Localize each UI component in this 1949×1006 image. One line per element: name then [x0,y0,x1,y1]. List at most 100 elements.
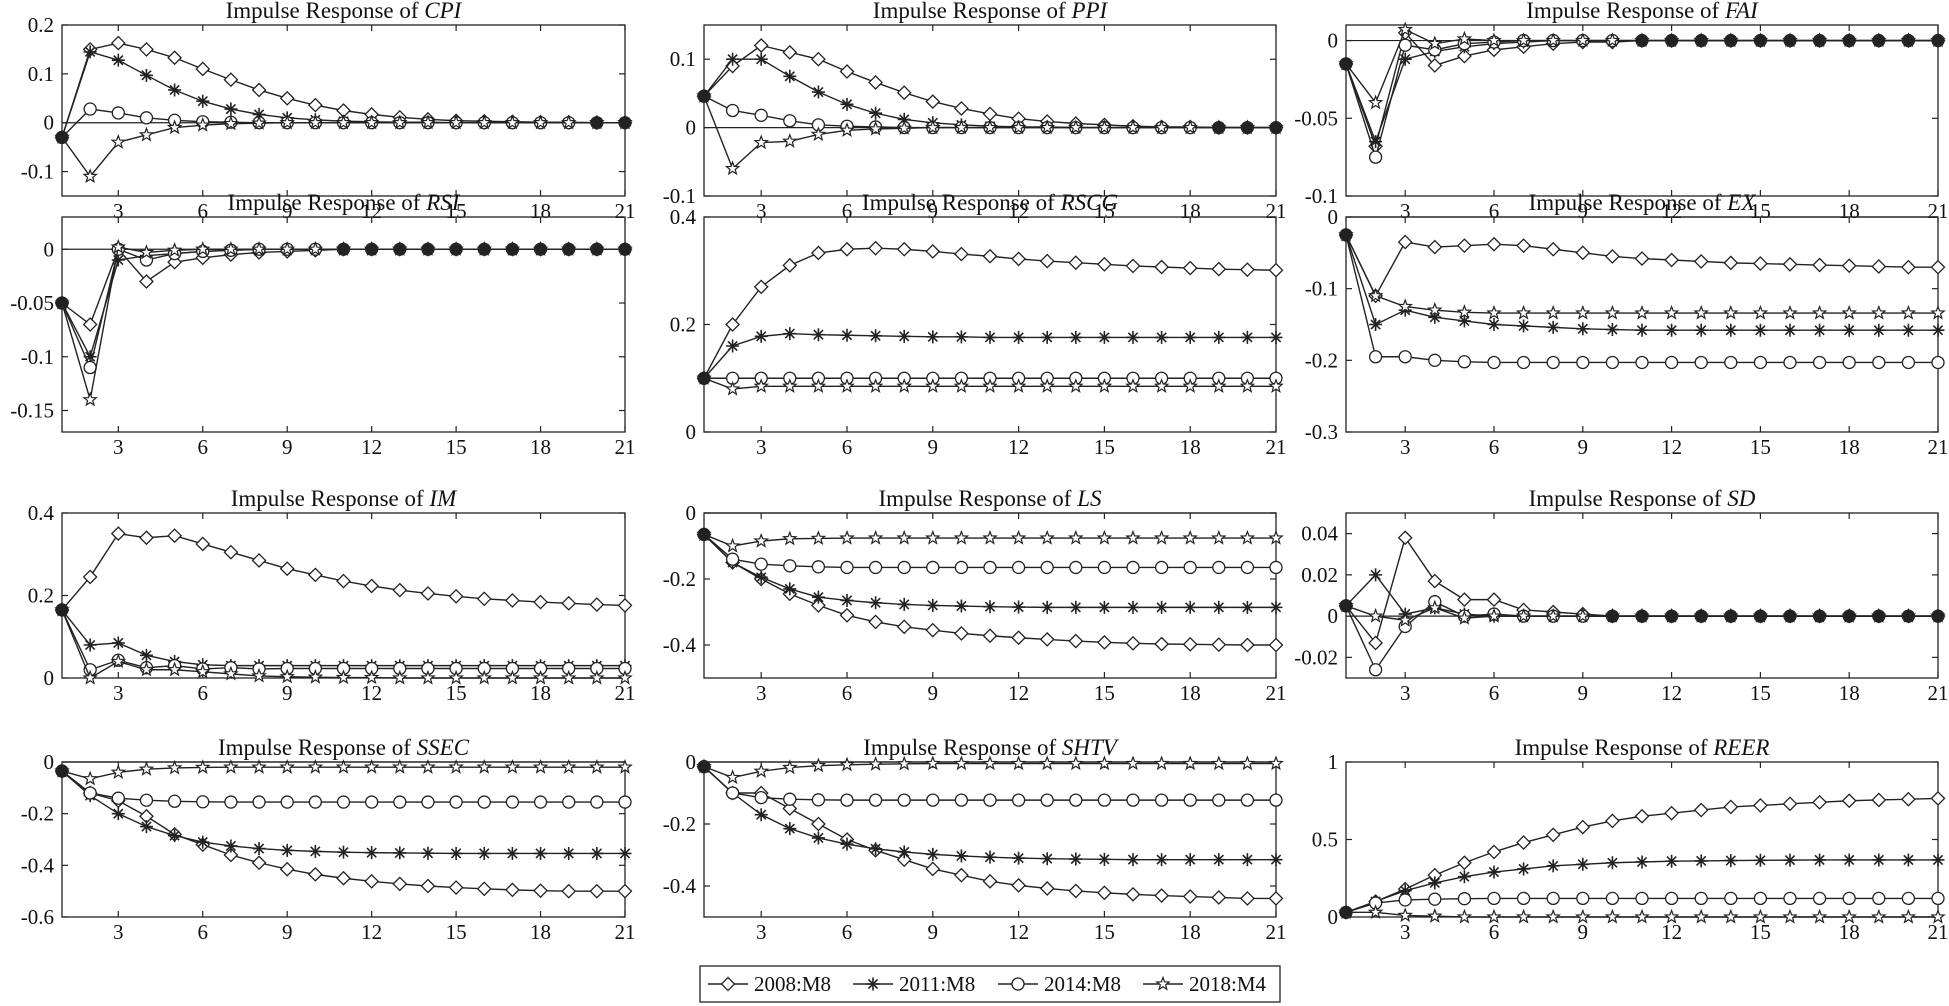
data-point [1183,793,1197,807]
data-point [1268,529,1284,545]
data-point [224,839,238,853]
data-point [1782,796,1798,812]
data-point [1605,891,1620,906]
data-point [1722,908,1739,924]
data-point [810,126,827,142]
data-point [223,665,239,681]
data-point [83,102,97,116]
data-point [1782,908,1798,924]
data-point [1011,793,1026,807]
data-point [783,559,797,573]
data-point [223,544,239,560]
x-tick-label: 15 [446,435,467,459]
data-point [724,769,741,785]
data-point [1155,600,1169,614]
data-point [251,241,267,256]
data-point [1576,322,1590,336]
data-point [1605,323,1619,337]
data-point [196,835,210,849]
data-point [1901,853,1915,867]
data-point [83,638,97,652]
converged-point [1725,610,1737,622]
data-point [1010,378,1027,393]
data-point [1900,259,1916,275]
converged-point [619,117,631,129]
data-point [111,807,125,821]
x-tick-label: 6 [842,920,853,944]
data-point [1183,600,1197,614]
x-tick-label: 3 [756,435,767,459]
x-tick-label: 21 [1266,920,1287,944]
data-point [810,245,826,261]
data-point [617,669,633,685]
data-point [1634,908,1650,924]
converged-point [366,243,378,255]
data-point [1096,634,1112,650]
data-point [754,557,768,571]
data-point [1752,256,1768,272]
x-tick-label: 6 [842,435,853,459]
data-point [1125,378,1141,393]
data-point [1604,32,1621,48]
data-point [223,72,239,88]
converged-point [1725,35,1737,47]
data-point [1154,259,1170,275]
data-point [111,53,125,67]
data-point [1900,791,1916,807]
data-point [1812,257,1828,273]
data-point [1872,891,1886,906]
panel-reer: Impulse Response of REER 3 6 9 12 15 18 21 1 0.5 0 [1312,735,1949,944]
data-point [1428,892,1442,906]
data-point [726,339,740,353]
x-tick-label: 6 [198,920,209,944]
data-point [1155,853,1169,867]
legend-item-asterisk: 2011:M8 [853,972,975,996]
y-tick-label: -0.4 [21,853,55,877]
data-point [477,795,491,809]
data-point [1576,857,1590,871]
data-point [1011,560,1026,575]
data-point [279,668,296,684]
data-point [1516,355,1531,370]
data-point [1900,304,1917,320]
data-point [1546,891,1560,906]
data-point [1871,259,1887,274]
panel-title: Impulse Response of PPI [873,0,1109,23]
data-point [1397,234,1413,250]
data-point [810,378,827,393]
converged-point [535,243,547,255]
data-point [166,242,183,257]
data-point [926,847,940,861]
start-point [1339,228,1353,242]
converged-point [1784,610,1796,622]
series-circle [697,527,1283,575]
data-point [810,816,826,832]
converged-point [1636,35,1648,47]
x-tick-label: 6 [1489,435,1500,459]
data-point [110,134,127,149]
y-tick-label: -0.05 [1294,106,1338,130]
x-tick-label: 3 [113,199,124,223]
data-point [1931,323,1945,337]
data-point [1125,119,1141,135]
data-point [139,274,154,289]
data-point [1456,855,1472,871]
data-point [1369,135,1383,149]
data-point [138,661,155,677]
data-point [194,116,211,132]
data-point [1456,48,1472,64]
data-point [1368,150,1383,164]
data-point [1182,378,1199,393]
y-tick-label: 0 [686,750,697,774]
data-point [82,317,98,332]
data-point [1872,355,1886,370]
data-point [1398,52,1412,66]
data-point [753,378,770,393]
data-point [896,619,912,635]
data-point [1210,378,1227,393]
data-point [532,114,549,130]
data-point [279,114,296,130]
data-point [1153,755,1170,771]
panel-title: Impulse Response of CPI [226,0,463,23]
data-point [926,560,940,575]
